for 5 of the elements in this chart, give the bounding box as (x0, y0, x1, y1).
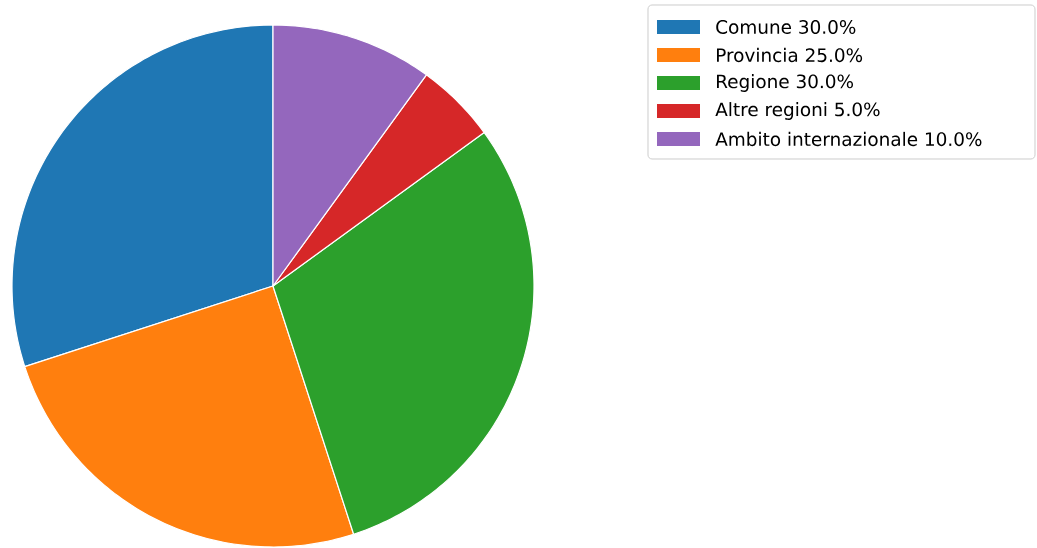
legend-label: Regione 30.0% (717, 74, 854, 93)
legend-label: Provincia 25.0% (717, 48, 863, 63)
legend-label: Comune 30.0% (716, 20, 856, 35)
legend-label: Ambito internazionale 10.0% (715, 132, 982, 147)
legend-label: Altre regioni 5.0% (715, 102, 880, 121)
